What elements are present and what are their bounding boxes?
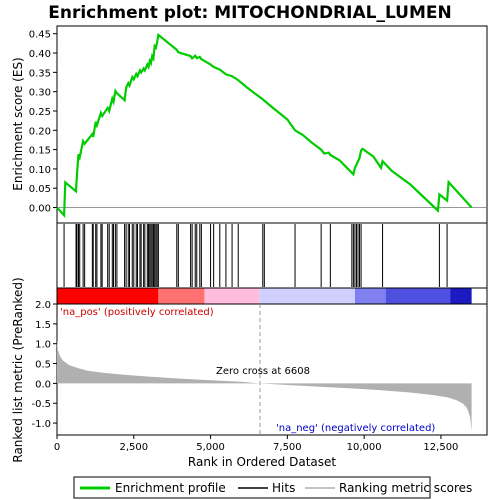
hits-panel (56, 222, 488, 289)
metric-y-tick-label: -1.0 (31, 419, 51, 430)
es-y-tick-label: 0.15 (29, 146, 51, 157)
x-tick-label: 0 (54, 442, 60, 453)
es-y-tick-label: 0.05 (29, 184, 51, 195)
metric-y-tick-label: 1.5 (35, 320, 51, 331)
heat-segment (354, 288, 386, 304)
legend: Enrichment profile Hits Ranking metric s… (73, 476, 472, 499)
es-y-tick-label: 0.30 (29, 88, 51, 99)
heat-bar (56, 287, 488, 305)
heat-segment (158, 288, 205, 304)
heat-segments (57, 288, 472, 304)
metric-y-axis-label: Ranked list metric (PreRanked) (11, 277, 25, 462)
es-plot-area (56, 25, 488, 224)
x-tick-label: 5,000 (196, 442, 225, 453)
es-y-tick-label: 0.00 (29, 204, 51, 215)
es-y-tick-label: 0.10 (29, 165, 51, 176)
chart-title: Enrichment plot: MITOCHONDRIAL_LUMEN (48, 3, 452, 23)
x-tick-label: 7,500 (273, 442, 302, 453)
es-y-tick-label: 0.35 (29, 68, 51, 79)
metric-y-tick-label: 0.5 (35, 360, 51, 371)
es-y-tick-label: 0.45 (29, 30, 51, 41)
heat-segment (385, 288, 451, 304)
metric-panel: -1.0 -0.5 0.0 0.5 1.0 1.5 2.0 'na_pos' (positi… (11, 277, 488, 463)
neg-label: 'na_neg' (negatively correlated) (276, 423, 435, 434)
es-panel: 0.00 0.05 0.10 0.15 0.20 0.25 0.30 0.35 0.40 0.45… (11, 25, 488, 224)
heat-segment (57, 288, 159, 304)
es-y-tick-label: 0.25 (29, 107, 51, 118)
pos-label: 'na_pos' (positively correlated) (60, 307, 214, 318)
heat-segment (204, 288, 260, 304)
legend-label-enrichment: Enrichment profile (115, 481, 226, 495)
es-profile-line (56, 32, 473, 219)
heat-segment (259, 288, 355, 304)
legend-label-ranking: Ranking metric scores (339, 481, 472, 495)
x-axis-label: Rank in Ordered Dataset (188, 455, 336, 469)
es-y-axis-label: Enrichment score (ES) (11, 57, 25, 190)
x-tick-label: 12,500 (423, 442, 458, 453)
heat-segment (450, 288, 472, 304)
es-y-tick-label: 0.40 (29, 49, 51, 60)
x-tick-label: 10,000 (347, 442, 382, 453)
es-y-tick-label: 0.20 (29, 126, 51, 137)
x-tick-label: 2,500 (119, 442, 148, 453)
metric-y-tick-label: 2.0 (35, 300, 51, 311)
legend-label-hits: Hits (272, 481, 295, 495)
zero-cross-label: Zero cross at 6608 (216, 366, 310, 377)
metric-y-ticks: -1.0 -0.5 0.0 0.5 1.0 1.5 2.0 (31, 300, 57, 430)
metric-plot-area (56, 303, 488, 436)
metric-area (57, 339, 472, 431)
metric-y-tick-label: -0.5 (31, 399, 51, 410)
hit-lines (63, 224, 448, 287)
metric-y-tick-label: 0.0 (35, 379, 51, 390)
es-y-ticks: 0.00 0.05 0.10 0.15 0.20 0.25 0.30 0.35 0.40 0.45 (29, 30, 57, 215)
metric-y-tick-label: 1.0 (35, 340, 51, 351)
hits-area (56, 222, 488, 289)
x-axis: 0 2,500 5,000 7,500 10,000 12,500 (54, 435, 458, 453)
